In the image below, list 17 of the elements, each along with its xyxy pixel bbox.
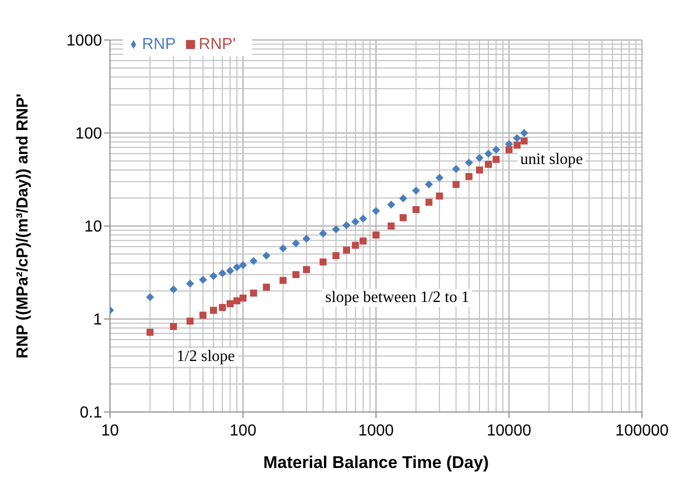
x-axis-title: Material Balance Time (Day) bbox=[263, 453, 489, 472]
x-tick-label: 10000 bbox=[486, 422, 532, 440]
y-tick-label: 10 bbox=[84, 218, 102, 236]
legend-label: RNP bbox=[142, 36, 176, 53]
legend-label: RNP' bbox=[198, 36, 236, 53]
x-tick-label: 100 bbox=[230, 422, 256, 440]
y-axis-title: RNP ((MPa²/cP)/(m³/Day)) and RNP' bbox=[14, 94, 32, 358]
annotation: unit slope bbox=[517, 150, 586, 169]
x-tick-label: 1000 bbox=[358, 422, 394, 440]
y-tick-label: 1000 bbox=[66, 32, 102, 50]
x-tick-label: 10 bbox=[101, 422, 119, 440]
annotation: slope between 1/2 to 1 bbox=[322, 288, 472, 307]
x-tick-label: 100000 bbox=[615, 422, 669, 440]
y-tick-label: 0.1 bbox=[80, 404, 102, 422]
y-tick-label: 1 bbox=[93, 312, 102, 329]
annotation: 1/2 slope bbox=[174, 348, 238, 366]
y-tick-label: 100 bbox=[75, 126, 102, 143]
